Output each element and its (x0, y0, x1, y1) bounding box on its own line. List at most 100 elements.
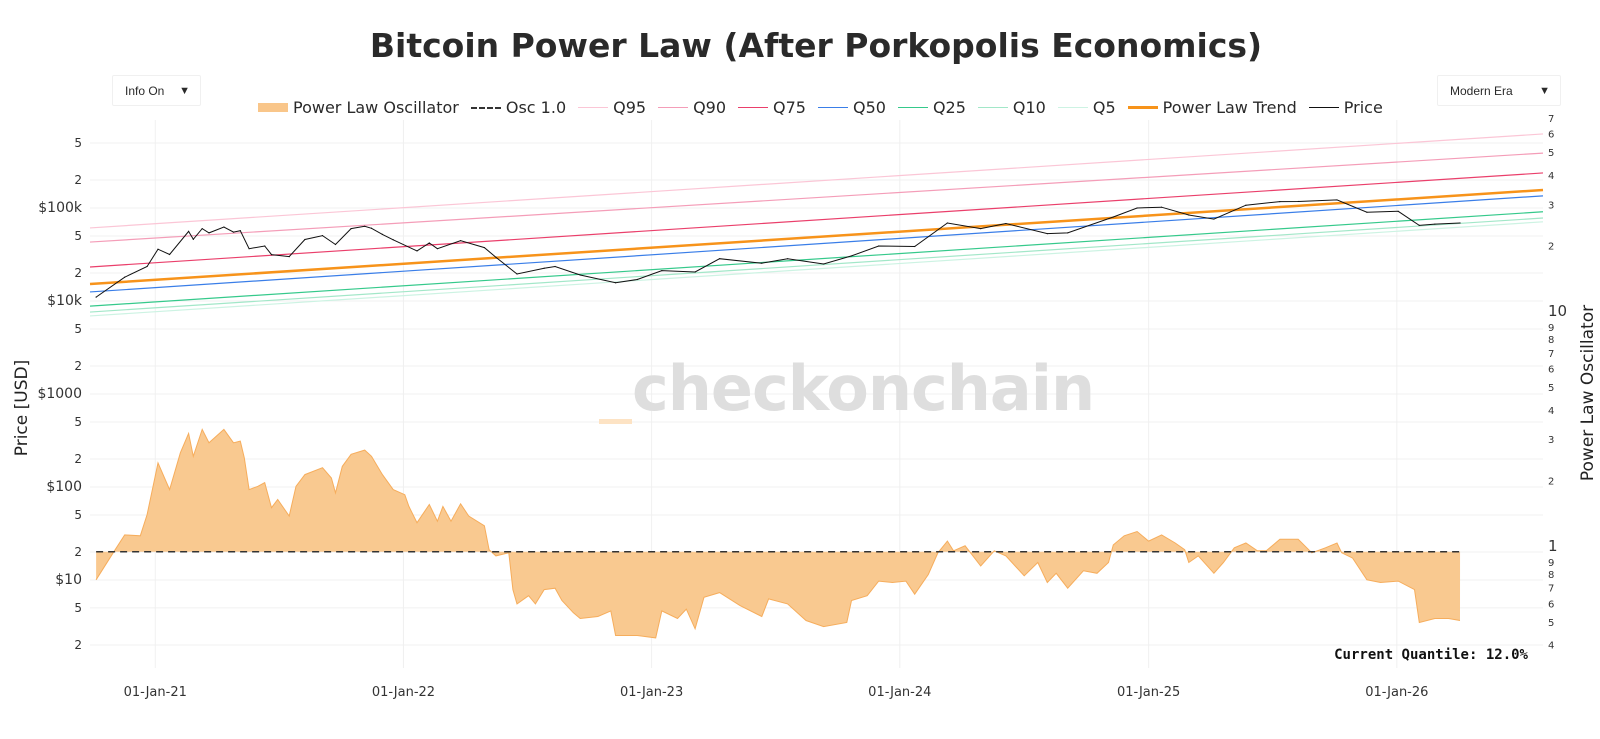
y-tick-label: 5 (74, 229, 82, 243)
y2-tick-label: 9 (1548, 323, 1554, 334)
y-tick-label: 5 (74, 508, 82, 522)
y-tick-label: 2 (74, 266, 82, 280)
line-q25 (89, 211, 1544, 307)
price-point (914, 245, 916, 248)
price-point (850, 255, 853, 257)
price-point (157, 248, 159, 250)
price-point (248, 248, 250, 250)
price-point (1245, 204, 1247, 206)
legend-symbol-icon (578, 107, 609, 108)
price-point (1067, 232, 1069, 234)
legend-item-q75[interactable]: Q75 (738, 98, 806, 117)
y2-tick-label: 8 (1548, 570, 1554, 581)
price-point (1459, 222, 1461, 224)
price-point (579, 274, 581, 276)
legend-label: Q50 (852, 98, 886, 117)
legend-label: Q75 (773, 98, 806, 117)
price-point (719, 258, 721, 260)
legend-item-power-law-oscillator[interactable]: Power Law Oscillator (258, 98, 459, 117)
y2-tick-label: 6 (1548, 130, 1554, 141)
legend-item-power-law-trend[interactable]: Power Law Trend (1127, 98, 1297, 117)
price-point (436, 248, 439, 250)
y-tick-label: $1000 (37, 386, 82, 402)
price-point (223, 226, 225, 228)
info-dropdown-label: Info On (125, 83, 165, 98)
y2-tick-label: 7 (1548, 349, 1554, 360)
era-dropdown-label: Modern Era (1450, 83, 1513, 98)
price-point (1297, 200, 1299, 203)
legend-item-q25[interactable]: Q25 (897, 98, 966, 117)
legend-item-q90[interactable]: Q90 (658, 98, 726, 117)
y-tick-label: $10 (55, 572, 82, 588)
legend-symbol-icon (470, 106, 501, 109)
price-point (823, 263, 825, 265)
legend-item-q5[interactable]: Q5 (1057, 98, 1116, 117)
legend-item-q95[interactable]: Q95 (578, 98, 646, 117)
y2-tick-label: 7 (1548, 584, 1554, 595)
y-tick-label: 2 (74, 359, 82, 373)
legend-item-osc-1-0[interactable]: Osc 1.0 (470, 98, 567, 117)
legend-item-price[interactable]: Price (1308, 98, 1383, 117)
y-tick-label: 2 (74, 545, 82, 559)
legend-label: Power Law Trend (1162, 98, 1297, 117)
y2-tick-label: 5 (1548, 618, 1554, 629)
price-point (1005, 222, 1007, 225)
price-point (187, 230, 190, 232)
y2-tick-label: 6 (1548, 364, 1554, 375)
price-point (1434, 223, 1436, 225)
price-point (761, 262, 763, 264)
line-q10 (89, 217, 1544, 313)
y2-tick-label: 1 (1548, 537, 1558, 555)
y-tick-label: 5 (74, 322, 82, 336)
price-point (1160, 206, 1163, 208)
price-point (1046, 233, 1048, 235)
price-point (239, 230, 241, 232)
price-point (381, 233, 383, 235)
price-point (270, 254, 273, 256)
price-point (95, 296, 97, 298)
price-point (1397, 210, 1399, 212)
price-point (614, 282, 617, 284)
price-point (304, 238, 306, 241)
price-point (1188, 214, 1190, 216)
line-q5 (89, 221, 1544, 317)
dropdown-arrow-icon: ▼ (1539, 84, 1550, 97)
price-point (459, 240, 462, 242)
y-tick-label: $10k (47, 293, 83, 309)
y2-tick-label: 2 (1548, 477, 1554, 488)
legend-item-q10[interactable]: Q10 (977, 98, 1046, 117)
x-tick-label: 01-Jan-21 (124, 685, 187, 700)
price-point (787, 258, 789, 260)
legend-symbol-icon (1127, 106, 1158, 109)
price-point (124, 276, 126, 278)
price-point (980, 227, 982, 230)
price-point (321, 234, 324, 237)
y-tick-label: 2 (74, 173, 82, 187)
legend: Power Law Oscillator Osc 1.0 Q95 Q90 Q75 Q50 Q… (258, 98, 1395, 117)
price-point (392, 239, 394, 241)
chart-title: Bitcoin Power Law (After Porkopolis Econ… (369, 26, 1263, 65)
y2-tick-label: 4 (1548, 641, 1554, 652)
price-point (554, 265, 556, 268)
dropdown-arrow-icon: ▼ (179, 84, 190, 97)
line-q90 (89, 152, 1544, 243)
line-q75 (89, 172, 1544, 268)
price-point (1136, 207, 1138, 209)
price-point (1112, 216, 1114, 218)
y-axis-title-price: Price [USD] (12, 359, 32, 457)
price-point (264, 245, 266, 247)
legend-item-q50[interactable]: Q50 (817, 98, 886, 117)
y2-tick-label: 6 (1548, 599, 1554, 610)
price-point (428, 242, 430, 244)
legend-label: Q90 (693, 98, 727, 117)
era-select-dropdown[interactable]: Modern Era ▼ (1437, 75, 1561, 106)
watermark: checkonchain (632, 352, 1095, 425)
price-point (416, 250, 418, 252)
y2-tick-label: 10 (1548, 302, 1567, 320)
x-tick-label: 01-Jan-26 (1365, 685, 1428, 700)
legend-label: Osc 1.0 (505, 98, 567, 117)
info-toggle-dropdown[interactable]: Info On ▼ (112, 75, 201, 106)
x-tick-label: 01-Jan-25 (1117, 685, 1180, 700)
price-point (1213, 218, 1215, 220)
price-point (288, 255, 290, 258)
